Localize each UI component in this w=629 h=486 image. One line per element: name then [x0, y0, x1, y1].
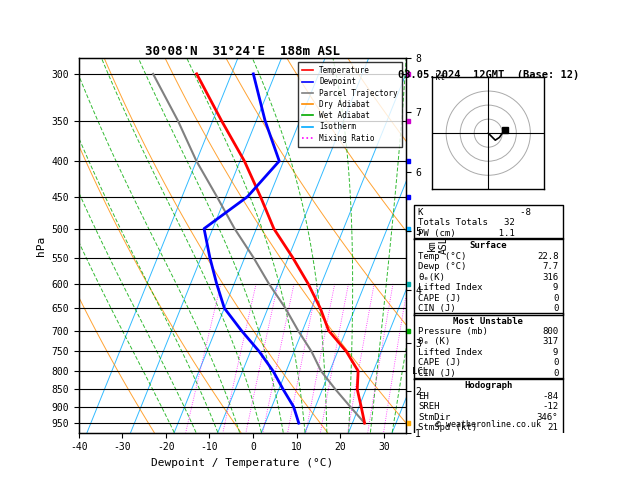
Text: 0: 0	[553, 294, 559, 303]
Y-axis label: hPa: hPa	[36, 235, 46, 256]
Text: © weatheronline.co.uk: © weatheronline.co.uk	[436, 420, 541, 429]
Text: Hodograph: Hodograph	[464, 382, 513, 390]
Text: StmSpd (kt): StmSpd (kt)	[418, 423, 477, 432]
Text: CIN (J): CIN (J)	[418, 369, 456, 378]
Text: 317: 317	[542, 337, 559, 347]
Text: -84: -84	[542, 392, 559, 401]
Text: θₑ (K): θₑ (K)	[418, 337, 450, 347]
Text: Surface: Surface	[469, 242, 507, 250]
Text: -12: -12	[542, 402, 559, 411]
Text: Totals Totals   32: Totals Totals 32	[418, 219, 515, 227]
Text: CAPE (J): CAPE (J)	[418, 359, 461, 367]
Legend: Temperature, Dewpoint, Parcel Trajectory, Dry Adiabat, Wet Adiabat, Isotherm, Mi: Temperature, Dewpoint, Parcel Trajectory…	[298, 62, 402, 146]
Text: 03.05.2024  12GMT  (Base: 12): 03.05.2024 12GMT (Base: 12)	[398, 69, 579, 80]
Text: 0: 0	[553, 369, 559, 378]
Text: 0: 0	[553, 359, 559, 367]
Y-axis label: km
ASL: km ASL	[426, 237, 448, 254]
Text: 800: 800	[542, 327, 559, 336]
Text: 346°: 346°	[537, 413, 559, 422]
Text: Most Unstable: Most Unstable	[454, 316, 523, 326]
Title: 30°08'N  31°24'E  188m ASL: 30°08'N 31°24'E 188m ASL	[145, 45, 340, 58]
Text: Pressure (mb): Pressure (mb)	[418, 327, 488, 336]
Text: Dewp (°C): Dewp (°C)	[418, 262, 467, 271]
Text: 9: 9	[553, 283, 559, 292]
Text: Temp (°C): Temp (°C)	[418, 252, 467, 261]
Text: Lifted Index: Lifted Index	[418, 348, 482, 357]
Text: θₑ(K): θₑ(K)	[418, 273, 445, 282]
Text: 316: 316	[542, 273, 559, 282]
Text: Lifted Index: Lifted Index	[418, 283, 482, 292]
Text: K                  -8: K -8	[418, 208, 531, 217]
Text: CAPE (J): CAPE (J)	[418, 294, 461, 303]
Text: 7.7: 7.7	[542, 262, 559, 271]
Text: StmDir: StmDir	[418, 413, 450, 422]
Text: 9: 9	[553, 348, 559, 357]
Text: LCL: LCL	[412, 366, 428, 376]
Text: PW (cm)        1.1: PW (cm) 1.1	[418, 229, 515, 238]
Text: 0: 0	[553, 304, 559, 313]
X-axis label: Dewpoint / Temperature (°C): Dewpoint / Temperature (°C)	[151, 458, 333, 468]
Text: 22.8: 22.8	[537, 252, 559, 261]
Text: CIN (J): CIN (J)	[418, 304, 456, 313]
Text: 21: 21	[548, 423, 559, 432]
Text: EH: EH	[418, 392, 429, 401]
Text: SREH: SREH	[418, 402, 440, 411]
